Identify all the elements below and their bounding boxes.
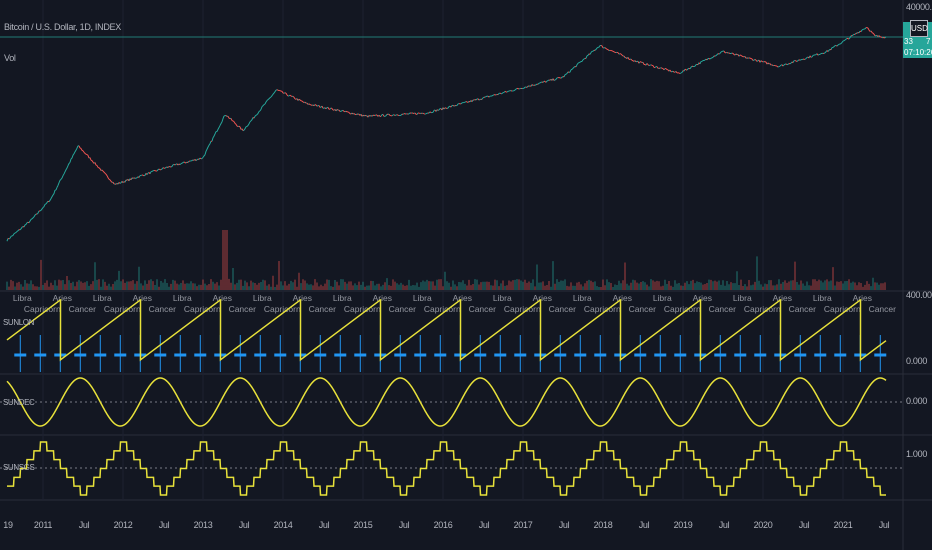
zodiac-label: Aries <box>293 293 312 303</box>
zodiac-label: Capricorn <box>744 304 781 314</box>
zodiac-label: Capricorn <box>504 304 541 314</box>
time-axis-label: 2015 <box>353 520 373 530</box>
sundec-axis-zero: 0.000 <box>906 396 928 406</box>
zodiac-label: Aries <box>853 293 872 303</box>
zodiac-label: Libra <box>413 293 432 303</box>
zodiac-label: Capricorn <box>264 304 301 314</box>
zodiac-label: Libra <box>253 293 272 303</box>
zodiac-label: Libra <box>733 293 752 303</box>
zodiac-label: Capricorn <box>824 304 861 314</box>
zodiac-label: Cancer <box>69 304 97 314</box>
sunlon-axis-zero: 0.000 <box>906 356 928 366</box>
sundec-pane-label[interactable]: SUNDEC <box>3 398 35 407</box>
sunsgs-pane-label[interactable]: SUNSGS <box>3 463 35 472</box>
price-axis-label: 40000.00 <box>906 2 932 12</box>
time-axis-label: 2020 <box>753 520 773 530</box>
zodiac-label: Cancer <box>469 304 497 314</box>
sunsgs-line <box>7 441 886 496</box>
zodiac-label: Capricorn <box>584 304 621 314</box>
sunlon-axis-top: 400.000 <box>906 290 932 300</box>
zodiac-label: Libra <box>173 293 192 303</box>
zodiac-label: Libra <box>493 293 512 303</box>
zodiac-label: Capricorn <box>24 304 61 314</box>
zodiac-label: Aries <box>533 293 552 303</box>
time-axis-label: Jul <box>798 520 810 530</box>
zodiac-label: Libra <box>653 293 672 303</box>
time-axis-label: 2014 <box>273 520 293 530</box>
zodiac-label: Aries <box>53 293 72 303</box>
time-axis-label: Jul <box>718 520 730 530</box>
zodiac-label: Aries <box>213 293 232 303</box>
zodiac-label: Aries <box>453 293 472 303</box>
time-axis-label: 2018 <box>593 520 613 530</box>
time-axis-label: Jul <box>158 520 170 530</box>
zodiac-label: Aries <box>773 293 792 303</box>
time-axis-label: 2016 <box>433 520 453 530</box>
sunlon-line <box>6 298 887 362</box>
zodiac-label: Cancer <box>229 304 257 314</box>
zodiac-label: Cancer <box>789 304 817 314</box>
zodiac-label: Cancer <box>629 304 657 314</box>
zodiac-label: Cancer <box>389 304 417 314</box>
time-axis-label: 2021 <box>833 520 853 530</box>
zodiac-label: Capricorn <box>184 304 221 314</box>
zodiac-label: Aries <box>613 293 632 303</box>
zodiac-label: Libra <box>813 293 832 303</box>
zodiac-label: Libra <box>13 293 32 303</box>
time-axis-label: Jul <box>78 520 90 530</box>
zodiac-label: Libra <box>573 293 592 303</box>
last-price-suffix: 7 <box>926 37 931 46</box>
price-candles-down <box>7 27 886 240</box>
symbol-title[interactable]: Bitcoin / U.S. Dollar, 1D, INDEX <box>4 22 121 32</box>
sunlon-pane-label[interactable]: SUNLON <box>3 318 34 327</box>
zodiac-label: Cancer <box>709 304 737 314</box>
volume-legend[interactable]: Vol <box>4 53 16 63</box>
zodiac-label: Capricorn <box>664 304 701 314</box>
zodiac-label: Libra <box>333 293 352 303</box>
time-axis-label: 2011 <box>33 520 53 530</box>
zodiac-label: Capricorn <box>104 304 141 314</box>
last-price-prefix: 33 <box>904 37 913 46</box>
time-axis-label: Jul <box>558 520 570 530</box>
zodiac-label: Cancer <box>309 304 337 314</box>
time-axis-label: Jul <box>318 520 330 530</box>
sunsgs-axis-one: 1.000 <box>906 449 928 459</box>
time-axis-label: 2019 <box>673 520 693 530</box>
zodiac-label: Cancer <box>869 304 897 314</box>
zodiac-label: Aries <box>133 293 152 303</box>
volume-bars-down <box>8 230 886 290</box>
currency-button[interactable]: USD <box>910 20 928 37</box>
time-axis-label: 2012 <box>113 520 133 530</box>
time-axis-label: Jul <box>398 520 410 530</box>
time-axis-label: Jul <box>638 520 650 530</box>
time-axis-label: 2013 <box>193 520 213 530</box>
zodiac-label: Cancer <box>549 304 577 314</box>
time-axis-label: 19 <box>3 520 13 530</box>
time-axis-label: 2017 <box>513 520 533 530</box>
zodiac-label: Aries <box>693 293 712 303</box>
zodiac-label: Cancer <box>149 304 177 314</box>
sundec-line <box>6 377 887 427</box>
zodiac-label: Aries <box>373 293 392 303</box>
bar-countdown: 07:10:26 <box>904 48 932 57</box>
time-axis-label: Jul <box>878 520 890 530</box>
volume-bars-up <box>6 256 880 290</box>
time-axis-label: Jul <box>478 520 490 530</box>
zodiac-label: Libra <box>93 293 112 303</box>
time-axis-label: Jul <box>238 520 250 530</box>
zodiac-label: Capricorn <box>344 304 381 314</box>
zodiac-label: Capricorn <box>424 304 461 314</box>
price-candles-up <box>6 27 887 242</box>
